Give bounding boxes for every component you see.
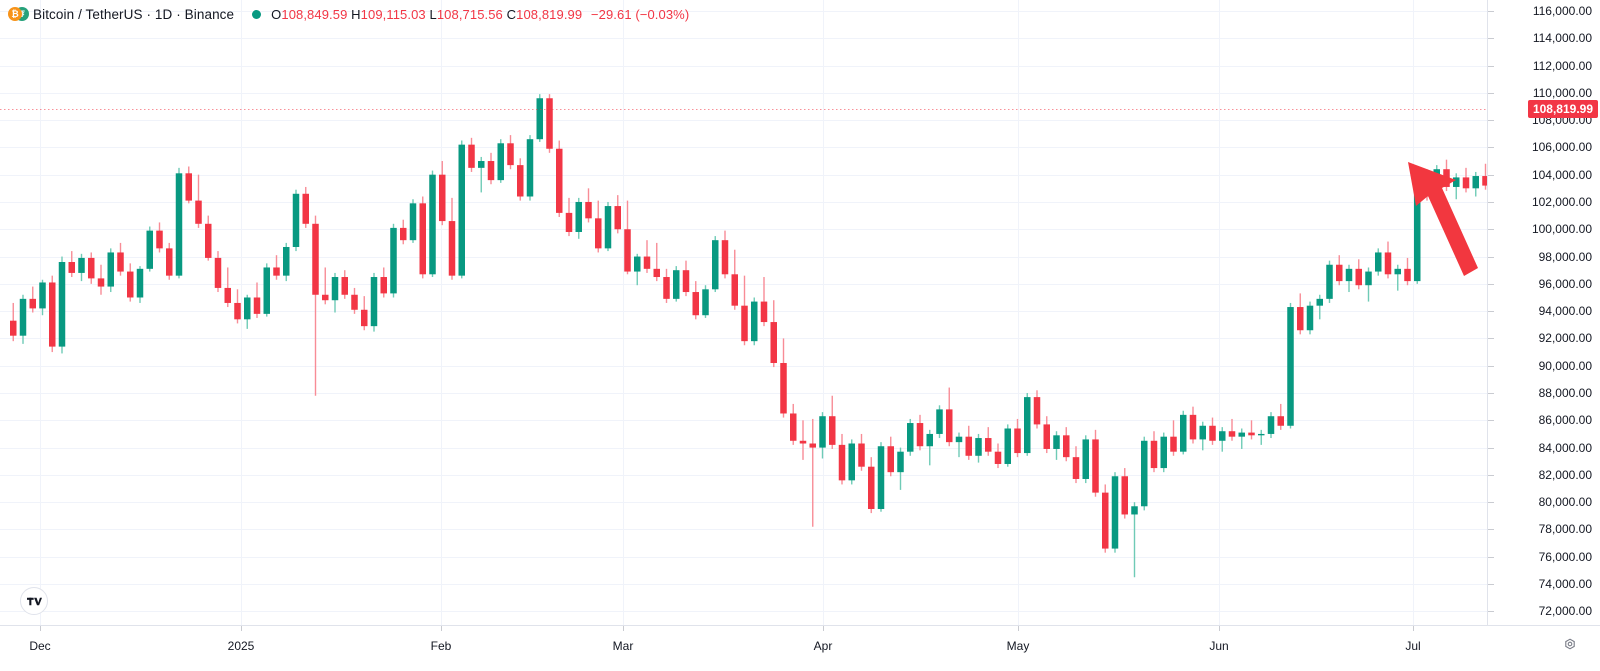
time-tick-mark — [1219, 626, 1220, 631]
close-value: 108,819.99 — [516, 6, 583, 22]
time-tick: Dec — [29, 639, 51, 653]
current-price-badge: 108,819.99 — [1527, 99, 1598, 118]
price-tick-mark — [1488, 502, 1494, 503]
gear-icon[interactable] — [1562, 638, 1578, 654]
tradingview-logo[interactable] — [20, 587, 48, 615]
price-tick-mark — [1488, 311, 1494, 312]
price-tick-mark — [1488, 448, 1494, 449]
price-tick-mark — [1488, 284, 1494, 285]
time-tick-mark — [623, 626, 624, 631]
symbol-logos: ₿ ₮ — [8, 6, 30, 22]
time-tick: Apr — [813, 639, 833, 653]
price-tick-mark — [1488, 475, 1494, 476]
price-tick: 102,000.00 — [1531, 194, 1592, 209]
price-tick: 98,000.00 — [1538, 249, 1592, 264]
tradingview-logo-glyph — [26, 597, 42, 605]
price-tick: 114,000.00 — [1532, 31, 1592, 46]
symbol-title[interactable]: Bitcoin / TetherUS · 1D · Binance — [33, 6, 235, 22]
price-tick-mark — [1488, 611, 1494, 612]
price-tick: 104,000.00 — [1531, 167, 1592, 182]
price-tick-mark — [1488, 175, 1494, 176]
time-tick: Jul — [1405, 639, 1421, 653]
open-value: 108,849.59 — [281, 6, 348, 22]
chart-pane[interactable] — [0, 0, 1487, 625]
price-tick: 74,000.00 — [1538, 577, 1592, 592]
price-tick-mark — [1488, 120, 1494, 121]
price-tick-mark — [1488, 338, 1494, 339]
high-label: H — [351, 6, 361, 22]
price-axis[interactable]: 116,000.00 114,000.00 112,000.00 110,000.00… — [1487, 0, 1600, 625]
series-status-dot — [252, 9, 262, 19]
close-label: C — [506, 6, 517, 22]
price-tick: 110,000.00 — [1532, 85, 1592, 100]
bitcoin-icon: ₿ — [8, 7, 22, 21]
price-tick: 76,000.00 — [1538, 549, 1592, 564]
candlestick-series — [10, 94, 1487, 578]
time-tick: Jun — [1209, 639, 1229, 653]
time-tick: Mar — [612, 639, 634, 653]
price-tick-mark — [1488, 229, 1494, 230]
time-axis[interactable]: Dec 2025 Feb Mar Apr May Jun Jul — [0, 625, 1600, 671]
time-tick: Feb — [430, 639, 452, 653]
price-tick: 106,000.00 — [1531, 140, 1592, 155]
time-tick-mark — [823, 626, 824, 631]
current-price-line — [0, 109, 1487, 110]
price-tick: 72,000.00 — [1538, 604, 1592, 619]
price-tick: 90,000.00 — [1538, 358, 1592, 373]
price-tick-mark — [1488, 38, 1494, 39]
price-tick-mark — [1488, 584, 1494, 585]
time-tick-mark — [40, 626, 41, 631]
time-tick: May — [1006, 639, 1030, 653]
time-tick-mark — [441, 626, 442, 631]
price-tick-mark — [1488, 557, 1494, 558]
price-tick: 84,000.00 — [1538, 440, 1592, 455]
price-tick: 78,000.00 — [1538, 522, 1592, 537]
low-label: L — [429, 6, 437, 22]
price-tick-mark — [1488, 93, 1494, 94]
price-tick: 88,000.00 — [1538, 386, 1592, 400]
price-tick: 96,000.00 — [1538, 276, 1592, 291]
price-tick-mark — [1488, 257, 1494, 258]
price-tick-mark — [1488, 366, 1494, 367]
time-tick-mark — [1018, 626, 1019, 631]
price-tick-mark — [1488, 66, 1494, 67]
price-tick-mark — [1488, 529, 1494, 530]
price-tick-mark — [1488, 202, 1494, 203]
open-label: O — [271, 6, 282, 22]
price-tick: 116,000.00 — [1532, 3, 1592, 18]
low-value: 108,715.56 — [436, 6, 503, 22]
price-tick: 94,000.00 — [1538, 304, 1592, 319]
high-value: 109,115.03 — [360, 6, 426, 22]
price-tick-mark — [1488, 393, 1494, 394]
price-tick-mark — [1488, 420, 1494, 421]
chart-legend: ₿ ₮ Bitcoin / TetherUS · 1D · Binance O1… — [0, 0, 689, 28]
time-tick-mark — [1413, 626, 1414, 631]
time-tick: 2025 — [227, 639, 255, 653]
price-tick: 86,000.00 — [1538, 413, 1592, 428]
price-tick: 92,000.00 — [1538, 331, 1592, 346]
time-tick-mark — [241, 626, 242, 631]
price-tick-mark — [1488, 11, 1494, 12]
price-tick: 82,000.00 — [1538, 467, 1592, 482]
price-tick: 80,000.00 — [1538, 495, 1592, 510]
price-tick-mark — [1488, 147, 1494, 148]
price-tick: 100,000.00 — [1531, 222, 1592, 237]
ohlc-values: O108,849.59 H109,115.03 L108,715.56 C108… — [271, 7, 689, 22]
price-tick: 112,000.00 — [1532, 58, 1592, 73]
change-value: −29.61 (−0.03%) — [590, 6, 690, 22]
